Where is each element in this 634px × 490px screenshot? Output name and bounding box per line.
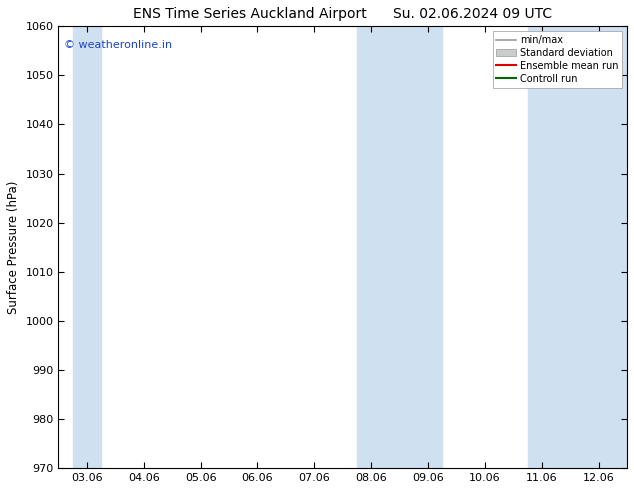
- Bar: [73, 26, 101, 468]
- Bar: [357, 26, 443, 468]
- Title: ENS Time Series Auckland Airport      Su. 02.06.2024 09 UTC: ENS Time Series Auckland Airport Su. 02.…: [133, 7, 552, 21]
- Y-axis label: Surface Pressure (hPa): Surface Pressure (hPa): [7, 180, 20, 314]
- Bar: [527, 26, 627, 468]
- Legend: min/max, Standard deviation, Ensemble mean run, Controll run: min/max, Standard deviation, Ensemble me…: [493, 31, 622, 88]
- Text: © weatheronline.in: © weatheronline.in: [64, 40, 172, 49]
